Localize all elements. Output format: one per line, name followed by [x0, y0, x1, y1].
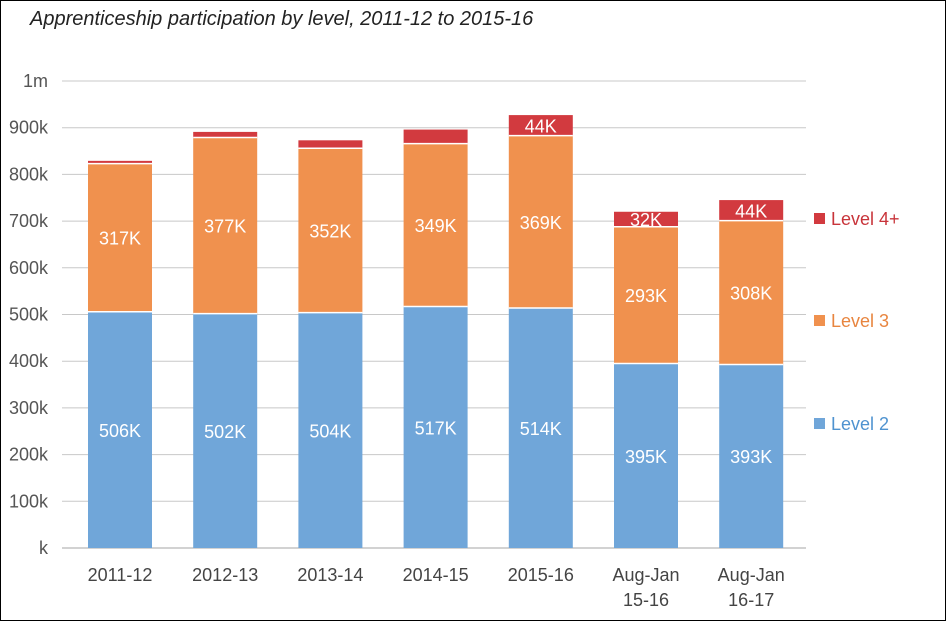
data-label: 293K [625, 286, 667, 306]
bar-level-4- [508, 115, 573, 136]
legend-swatch [814, 213, 825, 224]
data-label: 44K [525, 116, 557, 136]
bar-level-2 [403, 306, 468, 548]
bar-level-3 [403, 143, 468, 307]
x-tick-label: 2013-14 [297, 565, 363, 585]
bar-level-4- [193, 131, 258, 138]
x-tick-label: 2014-15 [403, 565, 469, 585]
x-axis-ticks: 2011-12 2012-13 2013-14 2014-15 2015-16 Aug-J… [88, 565, 785, 610]
x-tick-label: Aug-Jan [612, 565, 679, 585]
y-tick-label: 500k [9, 305, 49, 325]
data-label: 506K [99, 421, 141, 441]
data-label: 504K [309, 421, 351, 441]
bar-level-3 [88, 163, 152, 312]
y-tick-label: k [39, 538, 49, 558]
bars: 506K 317K 502K 377K 504K 352K 517K 349K 514K 369K… [88, 115, 784, 548]
bar-level-3 [508, 135, 573, 308]
bar-level-3 [614, 226, 678, 364]
y-tick-label: 800k [9, 164, 49, 184]
x-tick-label: 15-16 [623, 590, 669, 610]
data-label: 349K [415, 216, 457, 236]
data-label: 32K [630, 210, 662, 230]
y-tick-label: 900k [9, 118, 49, 138]
y-tick-label: 200k [9, 445, 49, 465]
bar-level-4- [298, 140, 363, 149]
bar-level-4- [403, 129, 468, 144]
data-label: 369K [520, 213, 562, 233]
legend-label: Level 4+ [831, 209, 900, 229]
y-tick-label: 400k [9, 351, 49, 371]
bar-level-3 [298, 148, 363, 313]
x-tick-label: 2011-12 [88, 565, 153, 585]
y-tick-label: 700k [9, 211, 49, 231]
data-label: 502K [204, 422, 246, 442]
bar-level-2 [193, 313, 258, 548]
bar-level-3 [719, 220, 784, 365]
y-tick-label: 300k [9, 398, 49, 418]
data-label: 517K [415, 418, 457, 438]
y-tick-label: 600k [9, 258, 49, 278]
legend: Level 2 Level 3 Level 4+ [814, 209, 900, 434]
legend-swatch [814, 418, 825, 429]
bar-level-2 [719, 364, 784, 548]
x-tick-label: 2012-13 [192, 565, 258, 585]
data-label: 308K [730, 284, 772, 304]
bar-level-2 [614, 363, 678, 548]
bar-level-2 [88, 311, 152, 548]
data-label: 393K [730, 447, 772, 467]
x-tick-label: 2015-16 [508, 565, 574, 585]
data-label: 317K [99, 229, 141, 249]
data-label: 395K [625, 447, 667, 467]
y-axis-ticks: k 100k 200k 300k 400k 500k 600k 700k 800k 900k 1m [9, 71, 49, 558]
y-tick-label: 100k [9, 491, 49, 511]
data-label: 377K [204, 217, 246, 237]
data-label: 352K [309, 221, 351, 241]
y-tick-label: 1m [23, 71, 48, 91]
data-label: 514K [520, 419, 562, 439]
bar-level-4- [719, 200, 784, 221]
legend-label: Level 2 [831, 414, 889, 434]
bar-level-4- [614, 211, 678, 227]
chart-title: Apprenticeship participation by level, 2… [30, 8, 534, 30]
bar-level-4- [88, 160, 152, 164]
data-label: 44K [735, 201, 767, 221]
bar-level-2 [508, 307, 573, 548]
x-tick-label: Aug-Jan [718, 565, 785, 585]
x-tick-label: 16-17 [728, 590, 774, 610]
legend-label: Level 3 [831, 311, 889, 331]
legend-swatch [814, 315, 825, 326]
bar-level-3 [193, 137, 258, 314]
bar-level-2 [298, 312, 363, 548]
